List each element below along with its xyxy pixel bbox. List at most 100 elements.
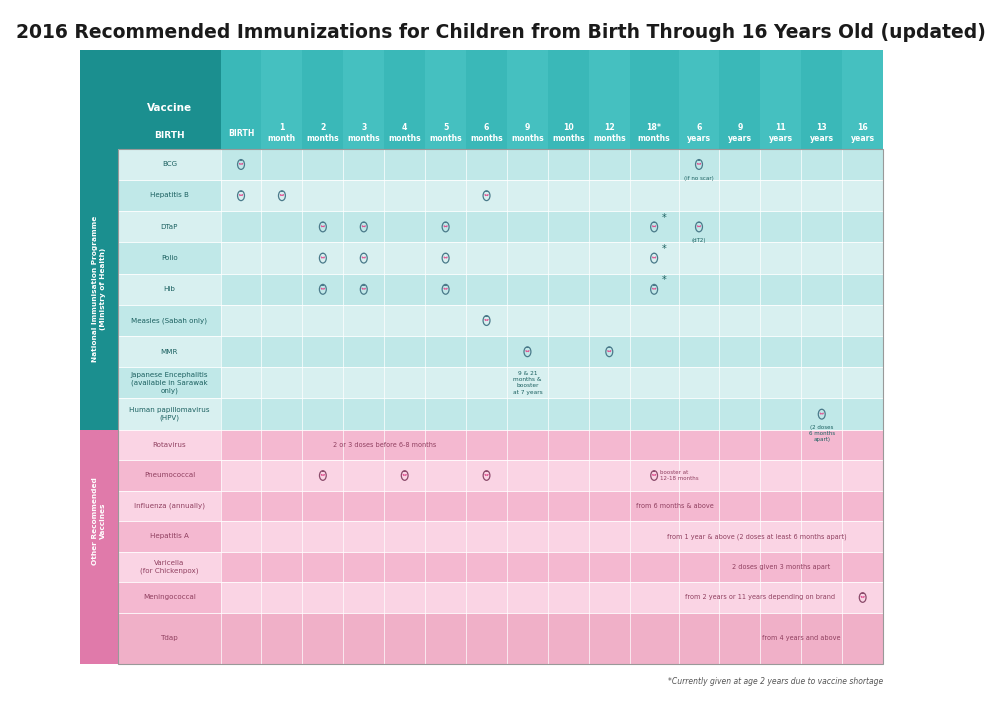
Circle shape [487, 194, 489, 195]
Bar [384, 180, 425, 211]
Bar [608, 347, 611, 348]
Bar [548, 367, 589, 399]
Text: Measles (Sabah only): Measles (Sabah only) [131, 317, 207, 324]
Bar [221, 491, 261, 521]
Bar [221, 180, 261, 211]
Bar [760, 211, 801, 242]
Bar [507, 336, 548, 367]
Bar [425, 180, 466, 211]
Bar [466, 304, 507, 336]
Bar [261, 367, 302, 399]
Text: BCG: BCG [162, 161, 177, 167]
Circle shape [443, 256, 445, 258]
Circle shape [697, 225, 698, 227]
Bar [302, 211, 343, 242]
Bar [425, 273, 466, 304]
Bar [653, 253, 656, 254]
Bar [466, 242, 507, 273]
Circle shape [280, 194, 281, 195]
Bar [80, 50, 118, 149]
Bar [760, 85, 801, 149]
Text: Hib: Hib [163, 286, 175, 292]
Bar [425, 399, 466, 430]
Bar [261, 491, 302, 521]
Circle shape [242, 194, 243, 195]
Bar [679, 336, 719, 367]
Bar [719, 582, 760, 612]
Bar [679, 273, 719, 304]
Text: 2 doses given 3 months apart: 2 doses given 3 months apart [732, 564, 830, 570]
Bar [801, 399, 842, 430]
Bar [548, 399, 589, 430]
Bar [719, 491, 760, 521]
Bar [679, 149, 719, 180]
Bar [548, 521, 589, 552]
Bar [679, 460, 719, 491]
Text: Japanese Encephalitis
(available in Sarawak
only): Japanese Encephalitis (available in Sara… [131, 372, 208, 394]
Bar [118, 273, 221, 304]
Bar [466, 367, 507, 399]
Bar [261, 399, 302, 430]
Text: 2
months: 2 months [306, 123, 339, 143]
Bar [343, 552, 384, 582]
Bar [548, 491, 589, 521]
Bar [261, 273, 302, 304]
Bar [507, 180, 548, 211]
Bar [630, 242, 679, 273]
Bar [302, 430, 343, 460]
Bar [221, 336, 261, 367]
Bar [548, 336, 589, 367]
Bar [589, 211, 630, 242]
Bar [548, 552, 589, 582]
Bar [801, 367, 842, 399]
Bar [760, 50, 801, 85]
Bar [384, 273, 425, 304]
Bar [820, 409, 823, 411]
Circle shape [652, 474, 654, 475]
Bar [630, 367, 679, 399]
Bar [719, 399, 760, 430]
Bar [630, 211, 679, 242]
Bar [221, 582, 261, 612]
Bar [679, 582, 719, 612]
Bar [384, 336, 425, 367]
Text: Polio: Polio [161, 255, 178, 261]
Bar [801, 460, 842, 491]
Bar [589, 612, 630, 664]
Circle shape [362, 256, 363, 258]
Bar [466, 491, 507, 521]
Bar [466, 211, 507, 242]
Bar [630, 336, 679, 367]
Bar [589, 273, 630, 304]
Bar [548, 211, 589, 242]
Circle shape [525, 350, 527, 351]
Bar [343, 180, 384, 211]
Circle shape [321, 287, 322, 289]
Bar [548, 430, 589, 460]
Bar [343, 582, 384, 612]
Bar [507, 367, 548, 399]
Bar [719, 367, 760, 399]
Bar [760, 552, 801, 582]
Bar [80, 149, 118, 430]
Bar [362, 222, 365, 223]
Bar [240, 191, 242, 192]
Bar [302, 242, 343, 273]
Bar [842, 85, 883, 149]
Bar [302, 336, 343, 367]
Bar [630, 50, 679, 85]
Bar [679, 521, 719, 552]
Text: MMR: MMR [161, 348, 178, 355]
Bar [801, 552, 842, 582]
Bar [425, 552, 466, 582]
Bar [589, 460, 630, 491]
Bar [760, 367, 801, 399]
Bar [343, 521, 384, 552]
Circle shape [652, 225, 653, 227]
Bar [719, 336, 760, 367]
Bar [760, 612, 801, 664]
Bar [719, 273, 760, 304]
Bar [630, 85, 679, 149]
Bar [425, 430, 466, 460]
Bar [466, 612, 507, 664]
